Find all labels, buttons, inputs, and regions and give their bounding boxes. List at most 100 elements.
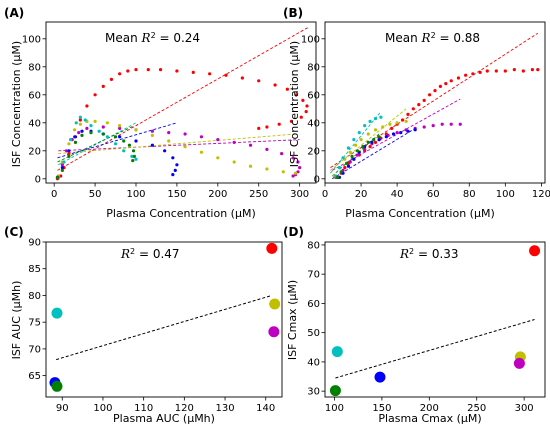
- panel-b-red-point: [471, 72, 475, 76]
- panel-a-y-tick-label: 60: [28, 90, 41, 101]
- panel-c-y-tick-label: 70: [28, 344, 41, 355]
- panel-d-x-tick-label: 300: [515, 403, 534, 414]
- panel-a-blue-point: [171, 173, 175, 177]
- panel-b: 0 20 40 60 80 100 120 0 20 40 60 80 100 (B) Mean R2 …: [283, 6, 550, 220]
- panel-a-yellow-point: [78, 122, 82, 126]
- panel-c-x-tick-label: 110: [134, 403, 153, 414]
- panel-a-y-tick-label: 40: [28, 118, 41, 129]
- panel-a-magenta-point: [150, 129, 154, 133]
- panel-a-cyan-point: [97, 129, 101, 133]
- panel-d-x-axis-label: Plasma Cmax (μM): [378, 412, 481, 425]
- panel-b-label: (B): [283, 6, 303, 20]
- panel-b-cyan-point: [373, 117, 378, 121]
- panel-a-x-tick-label: 50: [89, 189, 102, 200]
- panel-a-blue-point: [175, 163, 179, 167]
- panel-b-magenta-point: [431, 124, 435, 128]
- panel-b-green-point: [366, 140, 370, 144]
- panel-b-y-tick-label: 20: [307, 146, 320, 157]
- panel-a-cyan-point: [74, 121, 78, 125]
- panel-a-yellow-point: [134, 128, 138, 132]
- panel-b-blue-point: [377, 138, 381, 142]
- panel-b-red-point: [433, 89, 437, 93]
- panel-a-y-tick-label: 100: [22, 34, 41, 45]
- panel-a-yellow-point: [293, 171, 298, 175]
- panel-c-r2-symbol: R: [120, 247, 130, 261]
- panel-c-x-tick-label: 130: [215, 403, 234, 414]
- panel-c-y-tick-label: 90: [28, 238, 41, 249]
- panel-a-red-point: [294, 93, 298, 97]
- panel-a-magenta-point: [296, 160, 300, 164]
- panel-a-r2-annotation: Mean R2 = 0.24: [105, 31, 200, 46]
- panel-a-red-point: [175, 69, 179, 73]
- panel-c-y-tick-label: 65: [28, 371, 41, 382]
- panel-a-yellow-fit-line: [58, 133, 296, 155]
- panel-c: 90 100 110 120 130 140 65 70 75 80 85 90 (C) R2 = 0…: [4, 225, 283, 425]
- panel-c-y-tick-label: 75: [28, 318, 41, 329]
- panel-a-magenta-point: [232, 140, 236, 144]
- panel-c-yellow-point: [269, 298, 281, 310]
- panel-a-red-point: [208, 72, 212, 76]
- panel-a-yellow-point: [67, 142, 71, 146]
- panel-b-y-tick-label: 80: [307, 62, 320, 73]
- panel-a-x-tick-label: 150: [167, 189, 186, 200]
- panel-d-y-tick-label: 40: [307, 357, 320, 368]
- panel-b-green-point: [377, 135, 381, 139]
- panel-a-green-point: [80, 133, 84, 137]
- panel-d-r2-symbol: R: [399, 247, 409, 261]
- panel-b-blue-point: [391, 132, 396, 136]
- panel-b-x-tick-label: 20: [355, 189, 368, 200]
- panel-a-red-point: [85, 104, 89, 108]
- panel-a-yellow-point: [265, 167, 269, 171]
- panel-b-cyan-point: [337, 166, 342, 170]
- panel-a-blue-point: [150, 143, 154, 147]
- panel-b-blue-point: [413, 128, 417, 132]
- panel-b-r2-annotation: Mean R2 = 0.88: [385, 31, 480, 46]
- panel-b-magenta-point: [449, 122, 453, 126]
- panel-a-magenta-point: [216, 138, 220, 142]
- panel-b-cyan-point: [341, 156, 345, 160]
- panel-a-label: (A): [4, 6, 24, 20]
- panel-a-magenta-point: [248, 143, 253, 147]
- panel-a-green-point: [101, 132, 105, 136]
- panel-b-red-point: [464, 73, 468, 77]
- panel-a-r2-prefix: Mean: [105, 31, 142, 45]
- panel-a-green-point: [89, 131, 93, 135]
- panel-d-y-tick-label: 30: [307, 387, 320, 398]
- panel-a-red-point: [93, 93, 97, 97]
- panel-a-cyan-point: [62, 160, 66, 164]
- panel-a-red-point: [78, 118, 82, 122]
- panel-b-y-tick-label: 100: [301, 34, 320, 45]
- panel-c-plot-area: 90 100 110 120 130 140 65 70 75 80 85 90: [28, 238, 283, 414]
- panel-b-magenta-point: [348, 160, 352, 164]
- panel-b-r2-prefix: Mean: [385, 31, 422, 45]
- panel-b-red-point: [368, 145, 372, 149]
- panel-c-x-tick-label: 140: [256, 403, 275, 414]
- panel-b-red-point: [406, 112, 410, 116]
- panel-a-green-point: [127, 143, 132, 147]
- panel-a-cyan-point: [105, 135, 109, 139]
- panel-a-x-tick-label: 200: [208, 189, 227, 200]
- panel-c-y-axis-label: ISF AUC (μMh): [10, 281, 23, 360]
- panel-a-green-point: [132, 154, 136, 158]
- panel-a-blue-point: [134, 139, 138, 143]
- panel-a-green-point: [60, 168, 64, 172]
- panel-a-cyan-point: [78, 115, 82, 119]
- panel-b-green-point: [350, 154, 354, 158]
- panel-a-red-point: [134, 68, 138, 72]
- panel-a-red-point: [59, 174, 63, 178]
- panel-b-yellow-point: [404, 119, 408, 123]
- panel-a-axes-frame: [45, 21, 317, 184]
- panel-a-red-point: [265, 125, 269, 129]
- panel-b-yellow-point: [354, 143, 358, 147]
- panel-a-red-point: [299, 115, 303, 119]
- panel-a-red-point: [224, 73, 228, 77]
- panel-a-cyan-point: [130, 154, 134, 158]
- panel-b-red-point: [456, 76, 461, 80]
- panel-a-y-tick-label: 0: [35, 174, 41, 185]
- panel-a-red-point: [240, 76, 244, 80]
- panel-b-plot-area: 0 20 40 60 80 100 120 0 20 40 60 80 100: [301, 21, 550, 200]
- panel-d-y-tick-label: 50: [307, 328, 320, 339]
- panel-b-green-point: [372, 138, 376, 142]
- panel-a-red-point: [285, 87, 289, 91]
